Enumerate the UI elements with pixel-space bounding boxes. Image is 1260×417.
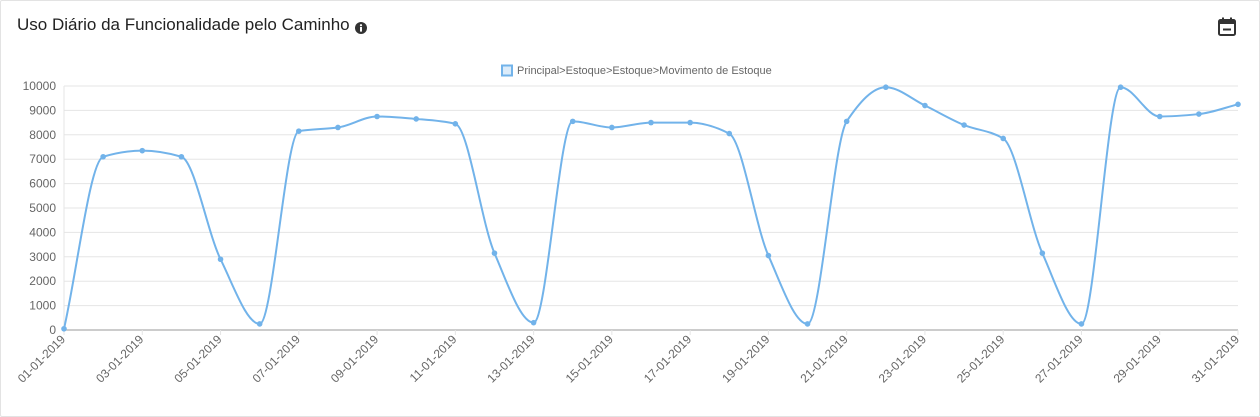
data-point: [491, 250, 498, 256]
info-circle-icon[interactable]: [354, 19, 367, 34]
data-point: [256, 321, 263, 327]
x-tick-label: 21-01-2019: [797, 332, 851, 386]
data-point: [1000, 135, 1006, 142]
data-point: [883, 84, 889, 91]
data-point: [178, 153, 185, 160]
x-tick-label: 09-01-2019: [328, 332, 382, 386]
x-tick-label: 25-01-2019: [954, 332, 1008, 386]
x-tick-label: 19-01-2019: [719, 332, 773, 386]
data-point: [609, 124, 615, 131]
y-tick-label: 4000: [29, 225, 56, 239]
data-point: [100, 153, 106, 160]
y-tick-label: 1000: [29, 299, 56, 313]
data-point: [687, 119, 693, 126]
data-point: [374, 113, 380, 120]
x-tick-label: 01-01-2019: [15, 332, 69, 386]
x-tick-label: 15-01-2019: [563, 332, 617, 386]
y-tick-label: 5000: [29, 201, 56, 215]
data-point: [61, 325, 67, 332]
data-point: [765, 252, 772, 259]
x-tick-label: 07-01-2019: [250, 332, 304, 386]
chart-header: Uso Diário da Funcionalidade pelo Caminh…: [17, 15, 367, 35]
y-tick-label: 7000: [29, 152, 56, 166]
chart-title: Uso Diário da Funcionalidade pelo Caminh…: [17, 15, 350, 34]
data-point: [1117, 84, 1124, 91]
data-point: [1235, 101, 1241, 108]
data-point: [452, 121, 459, 127]
data-point: [843, 118, 850, 125]
data-point: [569, 118, 576, 125]
calendar-minus-icon[interactable]: [1218, 17, 1236, 36]
x-tick-label: 27-01-2019: [1032, 332, 1086, 386]
data-point: [217, 256, 224, 263]
y-tick-label: 8000: [29, 128, 56, 142]
x-tick-label: 11-01-2019: [407, 332, 460, 385]
x-tick-label: 17-01-2019: [641, 332, 695, 386]
data-point: [139, 147, 146, 154]
data-point: [1078, 321, 1085, 327]
y-tick-label: 3000: [29, 250, 56, 264]
y-tick-label: 6000: [29, 177, 56, 191]
data-point: [726, 130, 733, 137]
y-tick-label: 2000: [29, 274, 56, 288]
data-point: [648, 119, 654, 126]
data-point: [961, 122, 967, 128]
data-point: [530, 319, 537, 326]
data-point: [922, 102, 928, 109]
legend-swatch: [501, 64, 513, 77]
y-tick-label: 10000: [23, 79, 57, 93]
data-point: [804, 321, 811, 327]
y-tick-label: 9000: [29, 103, 56, 117]
x-tick-label: 29-01-2019: [1111, 332, 1165, 386]
x-tick-label: 13-01-2019: [484, 332, 538, 386]
x-tick-label: 05-01-2019: [171, 332, 225, 386]
x-tick-label: 31-01-2019: [1189, 332, 1243, 386]
data-point: [1196, 111, 1202, 117]
x-tick-label: 03-01-2019: [93, 332, 147, 386]
y-tick-label: 0: [49, 323, 56, 337]
data-point: [335, 124, 341, 131]
legend-label: Principal>Estoque>Estoque>Movimento de E…: [517, 65, 772, 77]
data-point: [413, 116, 420, 122]
data-point: [1039, 250, 1046, 256]
data-point: [296, 128, 302, 134]
x-tick-label: 23-01-2019: [876, 332, 930, 386]
data-point: [1156, 113, 1163, 120]
